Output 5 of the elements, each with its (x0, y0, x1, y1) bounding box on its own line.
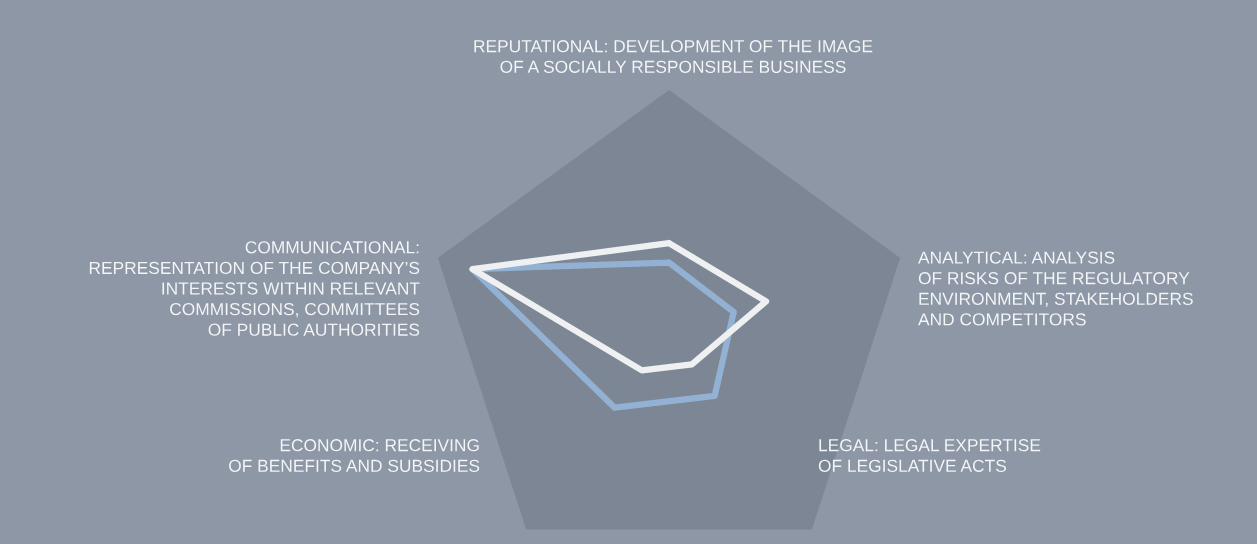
spoke-label: LEGAL: LEGAL EXPERTISE OF LEGISLATIVE ACTS (818, 439, 1041, 472)
spoke-label: ANALYTICAL: ANALYSIS OF RISKS OF THE REGULATORY ENVIRONMENT, STAKEHOLDERS AND COMPETITORS (918, 251, 1193, 326)
spoke-label: REPUTATIONAL: DEVELOPMENT OF THE IMAGE OF A SOCIALLY RESPONSIBLE BUSINESS (474, 40, 873, 73)
spoke-label: ECONOMIC: RECEIVING OF BENEFITS AND SUBSIDIES (229, 439, 480, 472)
spoke-label: COMMUNICATIONAL: REPRESENTATION OF THE COMPANY’S INTERESTS WITHIN RELEVANT COMMISSIONS, COMMITTEES OF PUBLIC AUTHORITIES (89, 241, 420, 336)
